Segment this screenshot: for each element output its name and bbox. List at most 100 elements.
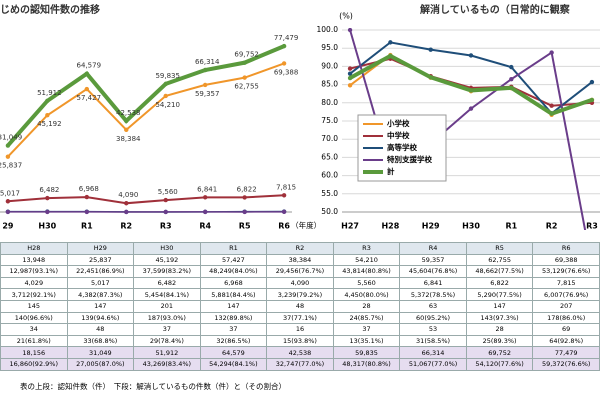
- y-tick-label: 60.0: [321, 171, 338, 180]
- table-row: 16,860(92.9%) 27,005(87.0%) 43,269(83.4%) 5…: [0, 357, 600, 371]
- x-tick-label: H30: [462, 222, 480, 231]
- data-label: 51,912: [37, 89, 62, 97]
- table-cell: 4,382(87.3%): [66, 288, 135, 301]
- series-line: [349, 57, 593, 107]
- point-marker: [388, 40, 393, 45]
- table-cell: 13,948: [0, 253, 68, 267]
- chart-title: じめの認知件数の推移: [0, 3, 100, 16]
- data-label: 69,388: [274, 68, 299, 76]
- table-cell: 6,822: [465, 276, 534, 290]
- table-cell: 21(61.8%): [0, 334, 68, 348]
- table-cell: 53: [399, 323, 467, 336]
- table-cell: 3,712(92.1%): [0, 288, 68, 301]
- data-table: H28 H29 H30 R1 R2 R3 R4 R5 R6 13,948 25,837 45,192 5…: [0, 242, 600, 371]
- table-cell: 48,662(77.5%): [465, 265, 534, 278]
- table-cell: 187(93.0%): [133, 311, 201, 325]
- data-label: 25,837: [0, 162, 22, 170]
- y-tick-label: 70.0: [321, 134, 338, 143]
- point-marker: [45, 195, 50, 201]
- table-cell: 31,049: [66, 346, 135, 359]
- table-cell: 6,007(76.9%): [532, 288, 600, 301]
- point-marker: [468, 88, 474, 93]
- x-tick-label: R2: [546, 222, 558, 231]
- point-marker: [5, 209, 11, 215]
- point-marker: [347, 75, 353, 81]
- header-cell: R4: [399, 242, 467, 255]
- series-line: [7, 62, 285, 158]
- point-marker: [84, 86, 90, 92]
- table-row: 13,948 25,837 45,192 57,427 38,384 54,210 59,3…: [0, 253, 600, 267]
- data-label: 45,192: [37, 120, 62, 128]
- table-row: 18,156 31,049 51,912 64,579 42,538 59,835 66,3…: [0, 346, 600, 359]
- point-marker: [347, 66, 353, 71]
- point-marker: [45, 113, 50, 118]
- table-row: 140(96.6%) 139(94.6%) 187(93.0%) 132(89.8%)…: [0, 311, 600, 325]
- table-cell: 15(93.8%): [266, 334, 334, 348]
- x-tick-label: 29: [2, 222, 14, 231]
- table-cell: 37,599(83.2%): [133, 265, 201, 278]
- point-marker: [281, 61, 287, 66]
- footnote: 表の上段：認知件数（件） 下段：解消しているもの件数（件）と（その割合）: [20, 382, 287, 391]
- header-cell: H30: [133, 242, 201, 255]
- table-cell: 69,388: [532, 253, 600, 267]
- table-cell: 59,835: [332, 346, 401, 359]
- table-cell: 147: [66, 299, 135, 313]
- y-tick-label: 80.0: [321, 98, 338, 107]
- table-cell: 53,129(76.6%): [532, 265, 600, 278]
- point-marker: [347, 71, 353, 76]
- table-cell: 145: [0, 299, 68, 313]
- table-cell: 29,456(76.7%): [266, 265, 334, 278]
- data-label: 62,755: [234, 83, 259, 91]
- table-cell: 37(77.1%): [266, 311, 334, 325]
- charts: じめの認知件数の推移 29 H30 R1 R2 R3 R4 R5 R6 （年度） 31,049 51,…: [0, 3, 600, 231]
- table-cell: 51,067(77.0%): [399, 357, 467, 371]
- table-cell: 59,372(76.6%): [532, 357, 600, 371]
- table-cell: 37: [332, 323, 401, 336]
- table-cell: 13(35.1%): [332, 334, 401, 348]
- table-cell: 22,451(86.9%): [66, 265, 135, 278]
- series-line: [6, 44, 285, 147]
- data-label: 6,482: [39, 186, 59, 194]
- point-marker: [163, 93, 168, 99]
- y-tick-label: 95.0: [321, 43, 338, 52]
- y-tick-label: 65.0: [321, 152, 338, 161]
- table-cell: 48,249(84.0%): [199, 265, 268, 278]
- point-marker: [509, 76, 514, 82]
- table-cell: 45,604(76.8%): [399, 265, 467, 278]
- point-marker: [5, 143, 11, 148]
- table-cell: 18,156: [0, 346, 68, 359]
- point-marker: [468, 53, 474, 58]
- legend-label: 小学校: [387, 118, 410, 128]
- table-cell: 28: [332, 299, 401, 313]
- table-cell: 16,860(92.9%): [0, 357, 68, 371]
- table-cell: 6,841: [399, 276, 467, 290]
- table-cell: 4,450(80.0%): [332, 288, 401, 301]
- data-label: 6,822: [237, 185, 257, 193]
- point-marker: [202, 67, 208, 73]
- table-cell: 27,005(87.0%): [66, 357, 135, 371]
- header-cell: R1: [199, 242, 268, 255]
- table-cell: 201: [133, 299, 201, 313]
- header-cell: H28: [0, 242, 68, 255]
- x-tick-label: R3: [586, 222, 598, 231]
- table-cell: 57,427: [199, 253, 268, 267]
- header-row: H28 H29 H30 R1 R2 R3 R4 R5 R6: [0, 242, 600, 255]
- table-cell: 4,029: [0, 276, 68, 290]
- point-marker: [163, 209, 168, 215]
- table-row: 12,987(93.1%) 22,451(86.9%) 37,599(83.2%) 4…: [0, 265, 600, 278]
- y-tick-label: 90.0: [321, 61, 338, 70]
- data-label: 54,210: [155, 101, 180, 109]
- point-marker: [509, 64, 514, 70]
- y-tick-label: 55.0: [321, 189, 338, 198]
- y-tick-label: 50.0: [321, 207, 338, 216]
- x-tick-label: H27: [341, 222, 359, 231]
- series-line: [7, 194, 285, 205]
- table-cell: 64(92.8%): [532, 334, 600, 348]
- x-tick-label: R6: [278, 222, 290, 231]
- table-cell: 207: [532, 299, 600, 313]
- header-cell: R5: [465, 242, 534, 255]
- table-cell: 48: [266, 299, 334, 313]
- point-marker: [163, 81, 168, 87]
- point-marker: [549, 103, 554, 108]
- data-label: 57,427: [77, 94, 102, 102]
